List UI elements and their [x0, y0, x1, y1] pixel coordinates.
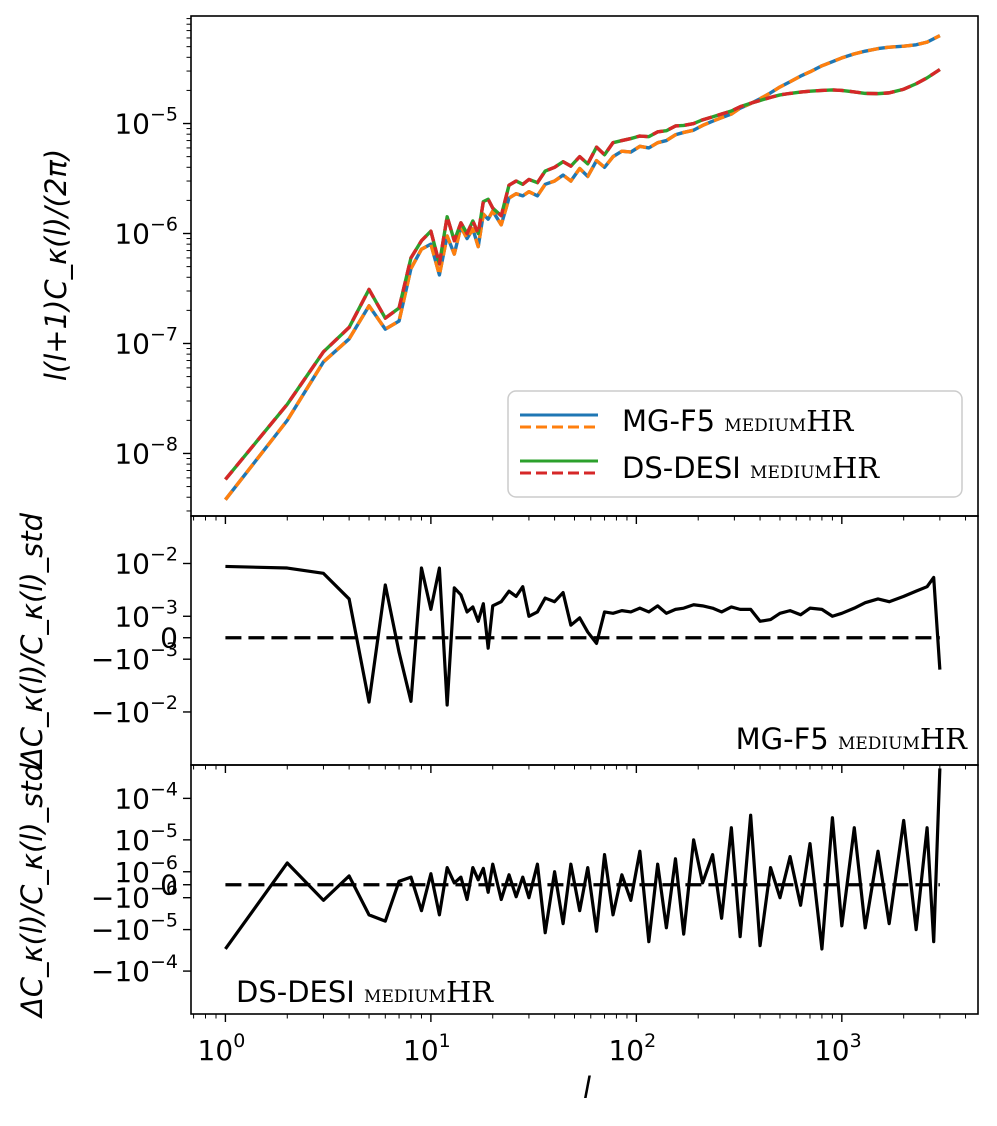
bottom-y-tick-label-2: 10−6: [114, 852, 178, 889]
legend-label-ds-desi-smallcaps: medium: [750, 456, 832, 484]
bottom-y-tick-label-6: −10−4: [91, 951, 178, 988]
x-tick-label-2: 102: [608, 1030, 656, 1067]
top-y-tick-label-3: 10−5: [114, 104, 178, 141]
bottom-y-axis-label: ΔC_κ(l)/C_κ(l)_std: [15, 762, 49, 1019]
label-layer: 10−810−710−610−510−210−30−10−3−10−210−41…: [91, 104, 862, 1067]
x-axis-label: l: [583, 1071, 591, 1105]
middle-panel-annotation: MG-F5 mediumHR: [736, 722, 969, 756]
legend-label-ds-desi: DS-DESI mediumHR: [622, 451, 880, 485]
bottom-panel-annotation: DS-DESI mediumHR: [236, 975, 494, 1009]
bottom-annotation-prefix: DS-DESI: [236, 975, 364, 1009]
middle-y-tick-label-1: 10−3: [114, 596, 178, 633]
x-tick-label-0: 100: [198, 1030, 246, 1067]
legend: MG-F5 mediumHR DS-DESI mediumHR: [507, 390, 963, 498]
legend-frame: [507, 390, 963, 498]
middle-ratio-line: [225, 564, 942, 707]
x-tick-label-1: 101: [403, 1030, 451, 1067]
middle-y-tick-label-2: 0: [160, 622, 178, 655]
bottom-panel-frame: [190, 764, 979, 1015]
bottom-y-tick-label-1: 10−5: [114, 820, 178, 857]
legend-label-ds-desi-suffix: HR: [832, 451, 880, 485]
x-tick-label-3: 103: [814, 1030, 862, 1067]
legend-label-mg-f5-prefix: MG-F5: [622, 404, 724, 438]
legend-label-ds-desi-prefix: DS-DESI: [622, 451, 750, 485]
bottom-y-tick-label-3: 0: [160, 869, 178, 902]
middle-y-tick-label-4: −10−2: [91, 692, 178, 729]
middle-y-tick-label-0: 10−2: [114, 543, 178, 580]
bottom-y-tick-label-4: −10−6: [91, 878, 178, 915]
middle-annotation-suffix: HR: [920, 722, 968, 756]
middle-annotation-smallcaps: medium: [838, 727, 920, 755]
middle-y-tick-label-3: −10−3: [91, 639, 178, 676]
bottom-ratio-line: [224, 768, 942, 951]
top-series-2-line: [224, 68, 941, 481]
top-y-tick-label-2: 10−6: [114, 214, 178, 251]
bottom-annotation-suffix: HR: [446, 975, 494, 1009]
bottom-y-tick-label-5: −10−5: [91, 910, 178, 947]
top-y-tick-label-0: 10−8: [114, 433, 178, 470]
bottom-annotation-smallcaps: medium: [364, 980, 446, 1008]
middle-annotation-prefix: MG-F5: [736, 722, 838, 756]
legend-label-mg-f5-suffix: HR: [806, 404, 854, 438]
middle-y-axis-label: ΔC_κ(l)/C_κ(l)_std: [15, 512, 49, 769]
top-y-axis-label: l(l+1)C_κ(l)/(2π): [39, 149, 73, 381]
top-series-1-line: [224, 34, 941, 501]
legend-label-mg-f5: MG-F5 mediumHR: [622, 404, 855, 438]
bottom-y-tick-label-0: 10−4: [114, 778, 178, 815]
legend-label-mg-f5-smallcaps: medium: [724, 409, 806, 437]
panel-frames: [183, 15, 979, 1022]
top-y-tick-label-1: 10−7: [114, 323, 178, 360]
data-layer: [224, 34, 942, 951]
